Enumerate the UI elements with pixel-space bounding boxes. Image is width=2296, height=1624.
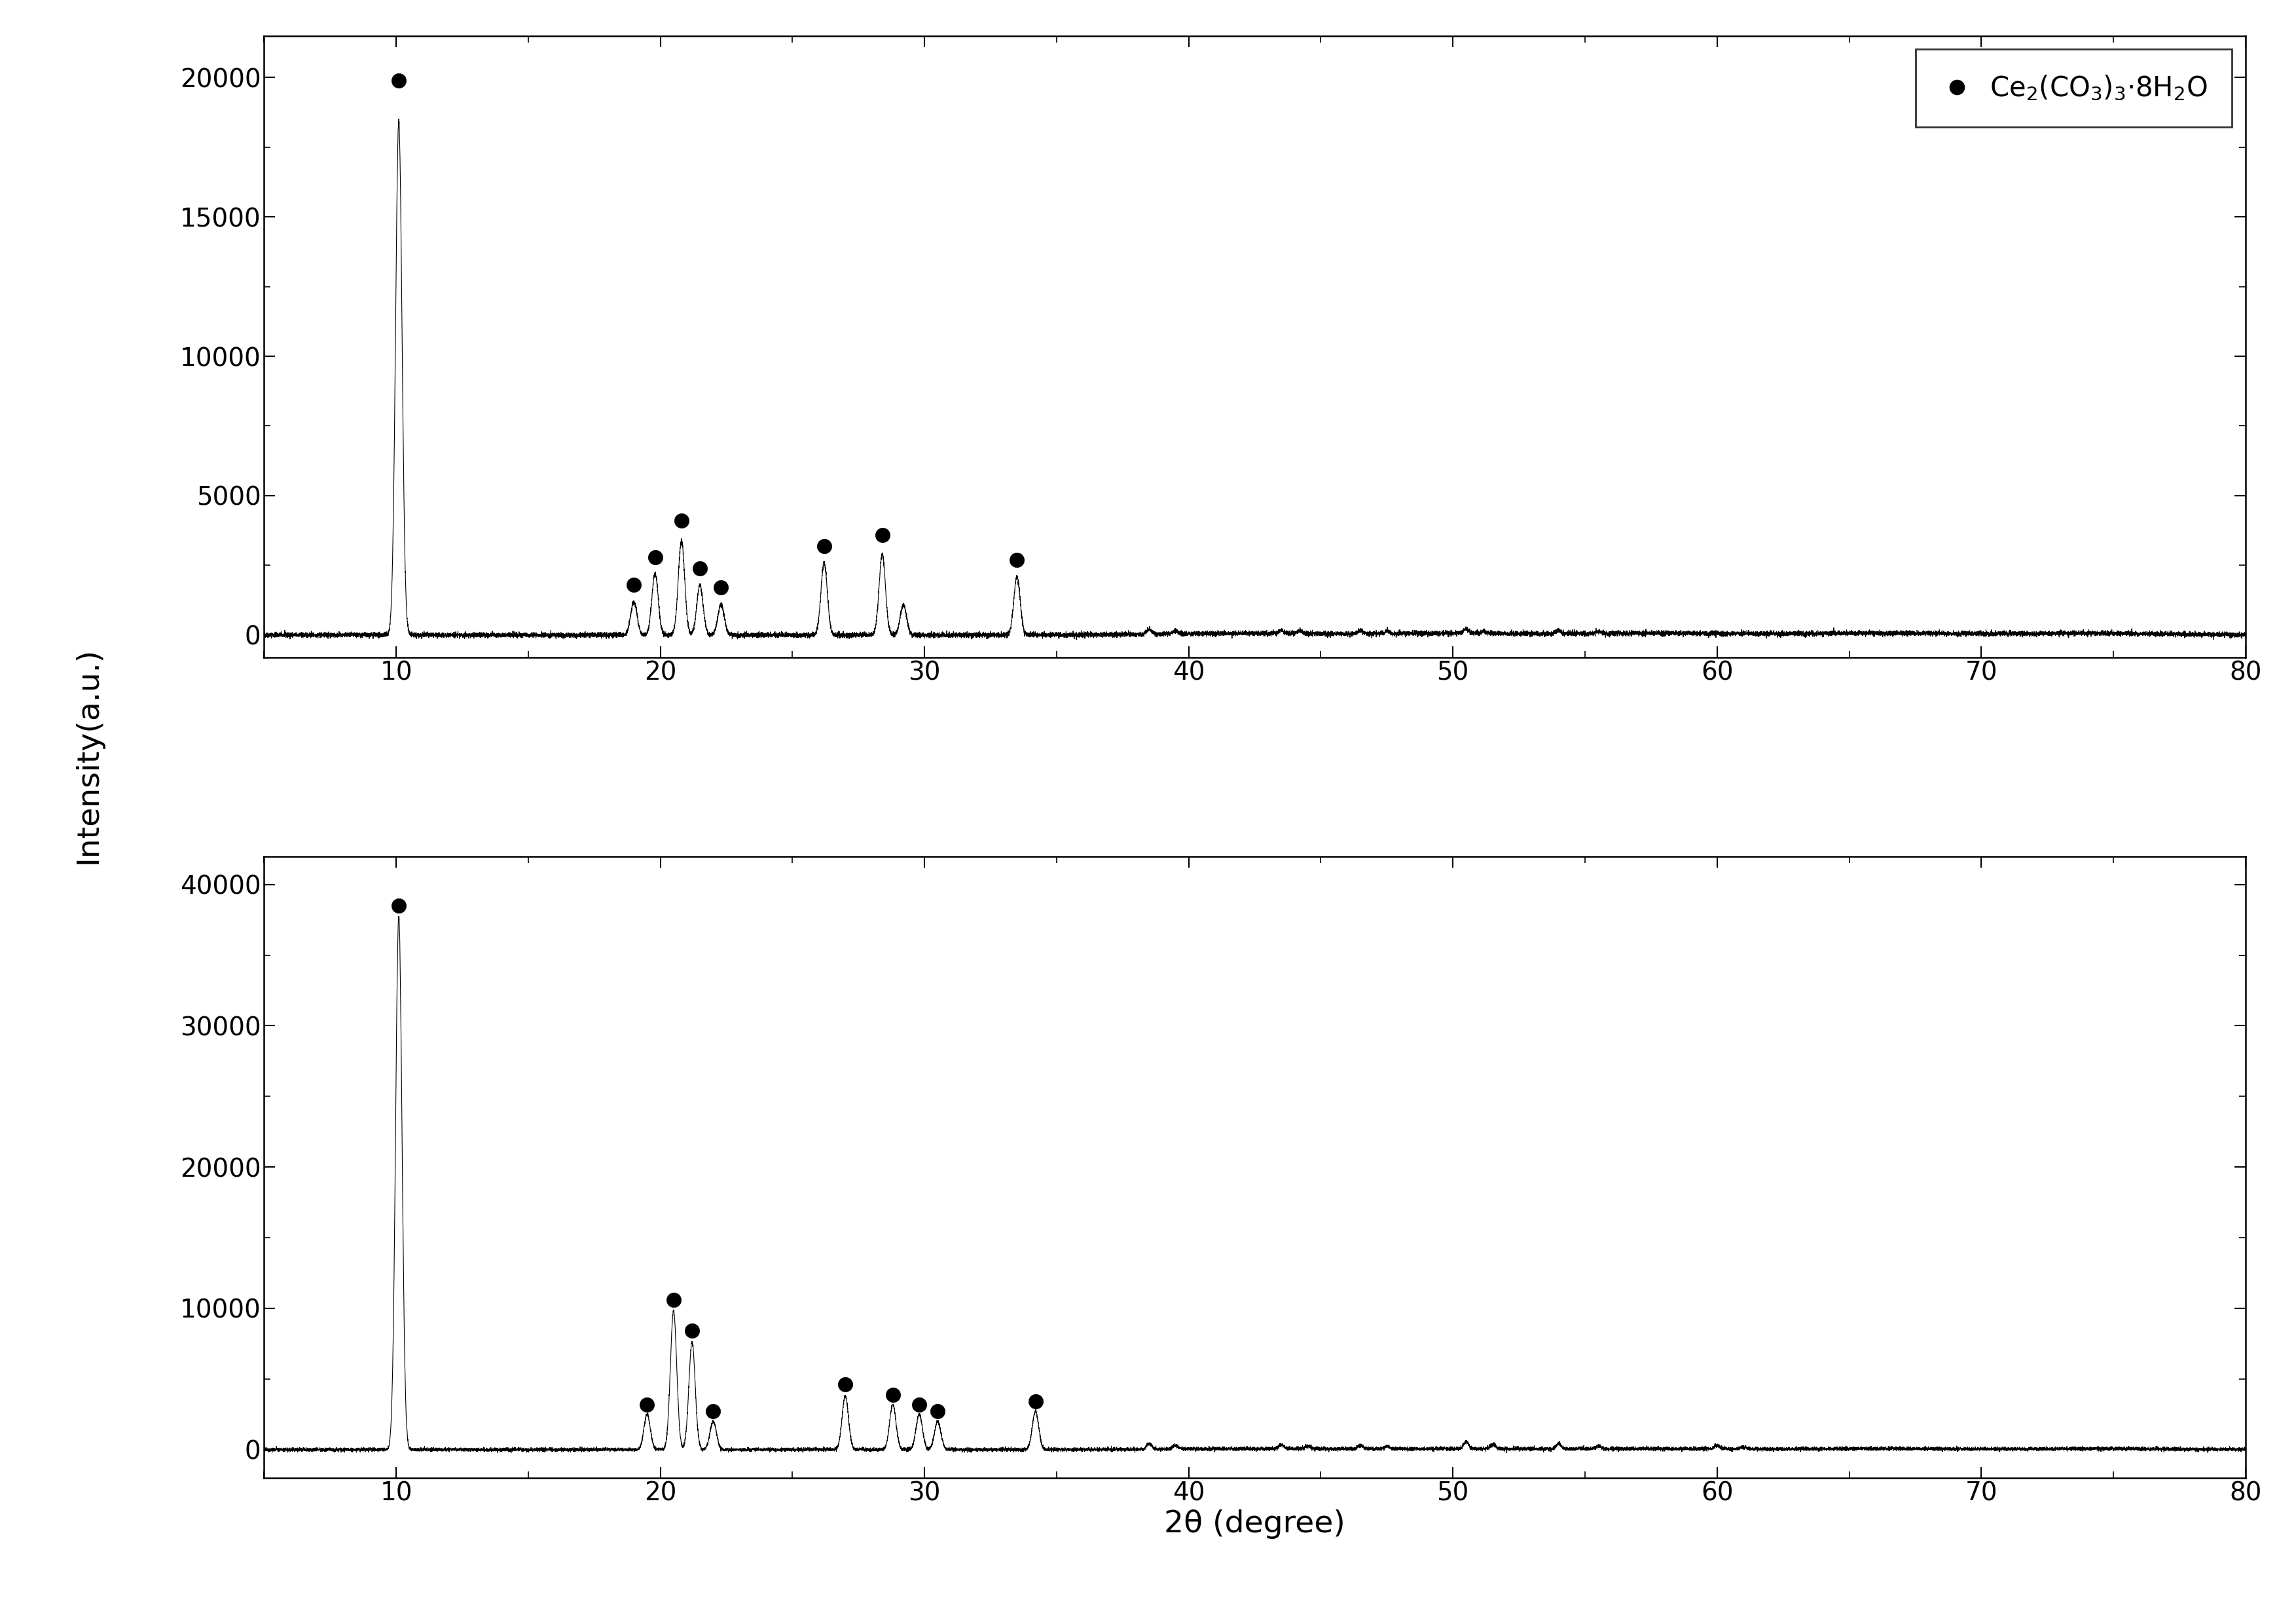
X-axis label: 2θ (degree): 2θ (degree): [1164, 1510, 1345, 1540]
Legend: Ce$_2$(CO$_3$)$_3$·8H$_2$O: Ce$_2$(CO$_3$)$_3$·8H$_2$O: [1915, 49, 2232, 127]
Text: Intensity(a.u.): Intensity(a.u.): [73, 646, 103, 864]
